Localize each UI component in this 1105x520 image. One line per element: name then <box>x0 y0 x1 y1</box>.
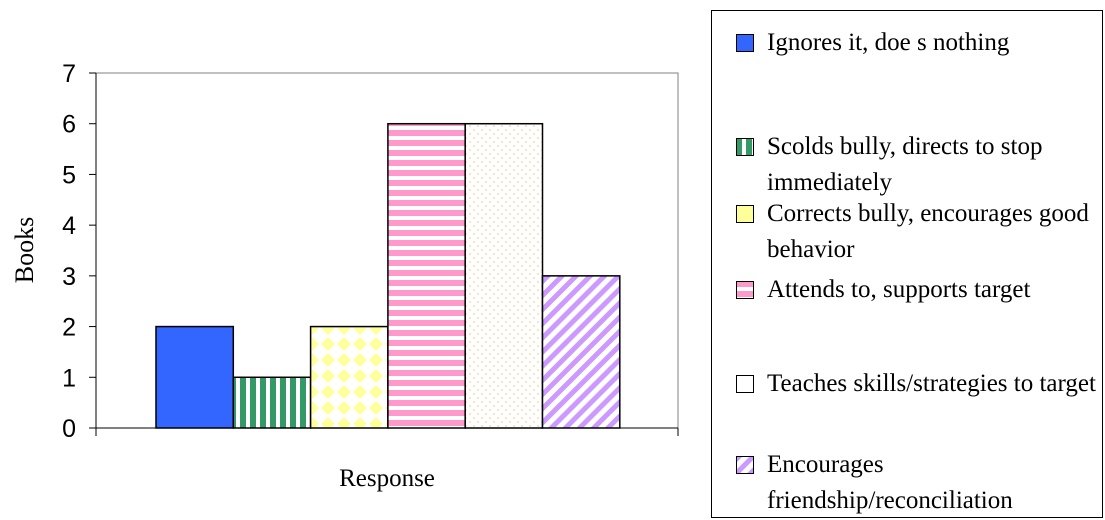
legend-item-attends: Attends to, supports target <box>736 272 1096 308</box>
y-tick-label: 2 <box>62 314 76 342</box>
bar-diamond-grid <box>309 325 389 429</box>
legend-swatch-vertical-stripes <box>736 138 754 156</box>
legend-swatch-diagonal-stripes <box>736 456 754 474</box>
legend-item-encourages: Encourages friendship/reconciliation <box>736 447 1096 519</box>
x-axis-title: Response <box>339 465 435 492</box>
legend-label: Encourages friendship/reconciliation <box>767 451 1013 514</box>
legend-item-ignores: Ignores it, doe s nothing <box>736 25 1096 61</box>
y-axis-title: Books <box>10 217 39 283</box>
bar-dots <box>464 122 544 429</box>
legend-item-teaches: Teaches skills/strategies to target <box>736 366 1096 402</box>
legend: Ignores it, doe s nothing Scolds bully, … <box>711 10 1103 518</box>
legend-swatch-dots <box>736 375 754 393</box>
legend-swatch-horizontal-stripes <box>736 281 754 299</box>
legend-label: Teaches skills/strategies to target <box>767 370 1096 397</box>
legend-label: Scolds bully, directs to stop immediatel… <box>767 133 1043 196</box>
legend-label: Corrects bully, encourages good behavior <box>767 200 1089 263</box>
y-tick-label: 3 <box>62 263 76 291</box>
bar-diagonal-stripes <box>541 275 621 429</box>
legend-item-scolds: Scolds bully, directs to stop immediatel… <box>736 129 1096 201</box>
y-tick-label: 0 <box>62 415 76 443</box>
y-tick-label: 1 <box>62 364 76 392</box>
y-tick-label: 7 <box>62 60 76 88</box>
legend-item-corrects: Corrects bully, encourages good behavior <box>736 196 1096 268</box>
bar-chart: 0 1 2 3 4 5 6 7 Books Response <box>10 60 679 492</box>
bar-horizontal-stripes <box>387 122 466 429</box>
legend-label: Ignores it, doe s nothing <box>767 29 1010 56</box>
bar-vertical-stripes <box>232 376 312 429</box>
y-tick-label: 5 <box>62 161 76 189</box>
legend-swatch-diamond-grid <box>736 205 754 223</box>
legend-label: Attends to, supports target <box>767 276 1031 303</box>
y-tick-label: 4 <box>62 212 76 240</box>
legend-swatch-solid <box>736 34 754 52</box>
bar-solid <box>155 325 235 429</box>
y-tick-label: 6 <box>62 111 76 139</box>
